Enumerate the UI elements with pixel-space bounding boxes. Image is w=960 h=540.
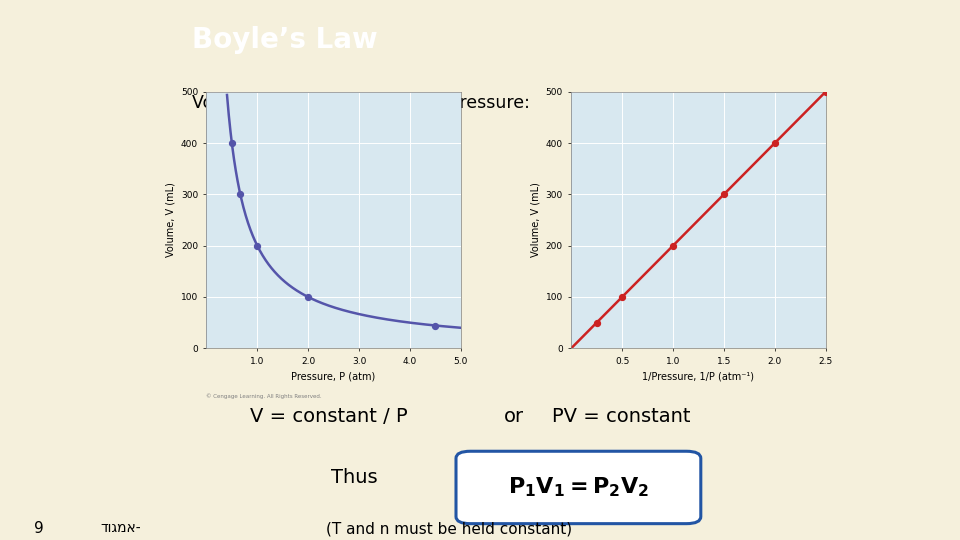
Text: Thus: Thus [331, 468, 378, 487]
X-axis label: Pressure, P (atm): Pressure, P (atm) [292, 371, 375, 381]
Text: or: or [504, 407, 523, 426]
Text: V = constant / P: V = constant / P [250, 407, 407, 426]
Point [818, 87, 833, 96]
Point [716, 190, 732, 199]
Text: דוגמא-: דוגמא- [101, 521, 141, 535]
Text: © Cengage Learning. All Rights Reserved.: © Cengage Learning. All Rights Reserved. [206, 393, 322, 399]
Point [614, 293, 630, 301]
Text: V ∝ 1/P: V ∝ 1/P [662, 94, 728, 112]
Text: Boyle’s Law: Boyle’s Law [192, 26, 377, 54]
Point [250, 241, 265, 250]
FancyBboxPatch shape [456, 451, 701, 524]
Point [232, 190, 248, 199]
Point [428, 321, 444, 330]
Point [224, 139, 240, 147]
Point [300, 293, 316, 301]
Point [665, 241, 681, 250]
X-axis label: 1/Pressure, 1/P (atm⁻¹): 1/Pressure, 1/P (atm⁻¹) [642, 371, 755, 381]
Text: (T and n must be held constant): (T and n must be held constant) [326, 521, 572, 536]
Text: $\mathbf{P_1V_1 = P_2V_2}$: $\mathbf{P_1V_1 = P_2V_2}$ [509, 476, 649, 500]
Text: PV = constant: PV = constant [552, 407, 690, 426]
Y-axis label: Volume, V (mL): Volume, V (mL) [530, 183, 540, 258]
Point [588, 318, 605, 327]
Text: Volume varies inversely with pressure:: Volume varies inversely with pressure: [192, 94, 530, 112]
Point [767, 139, 782, 147]
Y-axis label: Volume, V (mL): Volume, V (mL) [165, 183, 176, 258]
Text: 9: 9 [34, 521, 43, 536]
